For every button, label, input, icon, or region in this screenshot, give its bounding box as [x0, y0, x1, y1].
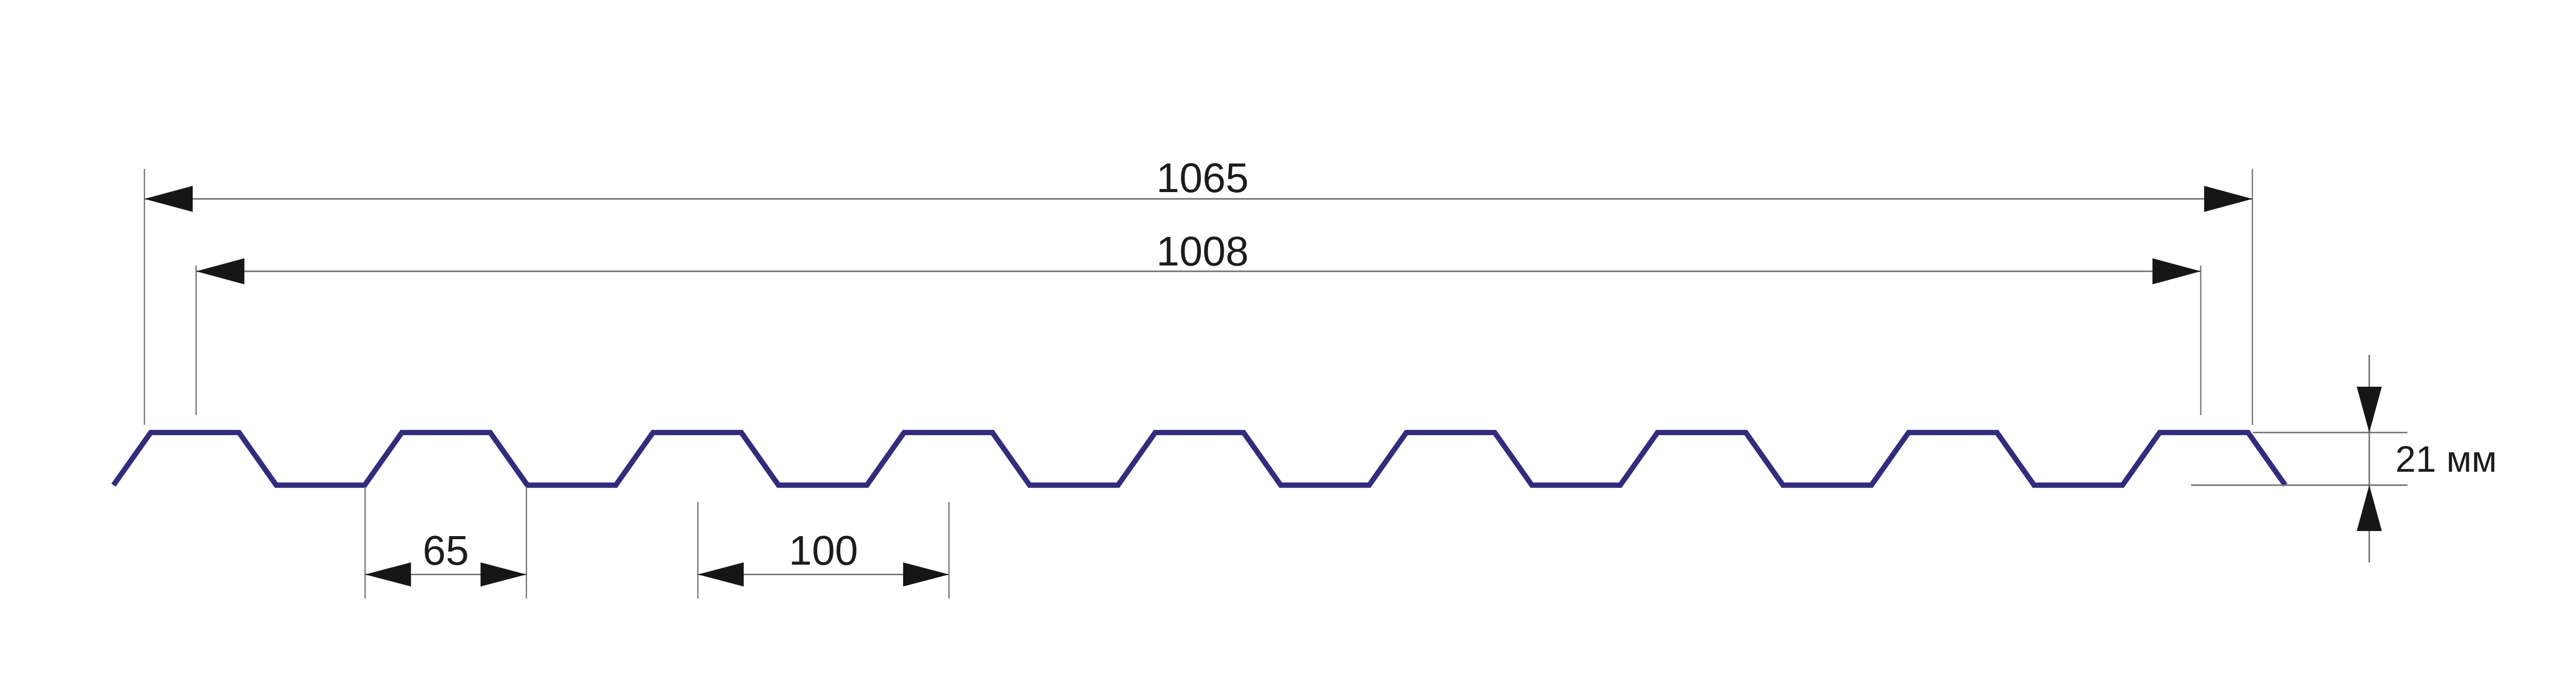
dim-height-arrow-bottom-icon [2357, 485, 2382, 531]
profile-cross-section [111, 430, 2287, 488]
dim-useful-width: 1008 [195, 229, 2201, 416]
drawing-canvas: 1065 1008 65 100 21 мм [111, 155, 2497, 599]
dim-rib-pitch-label: 100 [789, 528, 858, 574]
dim-rib-pitch-arrow-right-icon [903, 562, 949, 587]
dim-overall-arrow-left-icon [144, 185, 193, 212]
dim-useful-arrow-left-icon [196, 258, 245, 285]
dim-rib-base-label: 65 [422, 528, 469, 574]
dim-rib-pitch: 100 [697, 502, 950, 599]
dim-profile-height: 21 мм [2191, 354, 2497, 563]
dim-rib-base: 65 [364, 486, 527, 599]
dim-overall-label: 1065 [1156, 155, 1248, 201]
dim-overall-arrow-right-icon [2204, 185, 2252, 212]
profile-outline [111, 430, 2287, 488]
dim-rib-base-arrow-left-icon [365, 562, 411, 587]
dim-height-arrow-top-icon [2357, 386, 2382, 433]
dim-useful-arrow-right-icon [2152, 258, 2201, 285]
dim-useful-label: 1008 [1156, 229, 1248, 275]
dim-height-label: 21 мм [2395, 439, 2497, 480]
profile-sheet-drawing: 1065 1008 65 100 21 мм [111, 155, 2497, 599]
dim-overall-width: 1065 [144, 155, 2253, 425]
dim-rib-base-arrow-right-icon [480, 562, 527, 587]
dim-rib-pitch-arrow-left-icon [698, 562, 744, 587]
